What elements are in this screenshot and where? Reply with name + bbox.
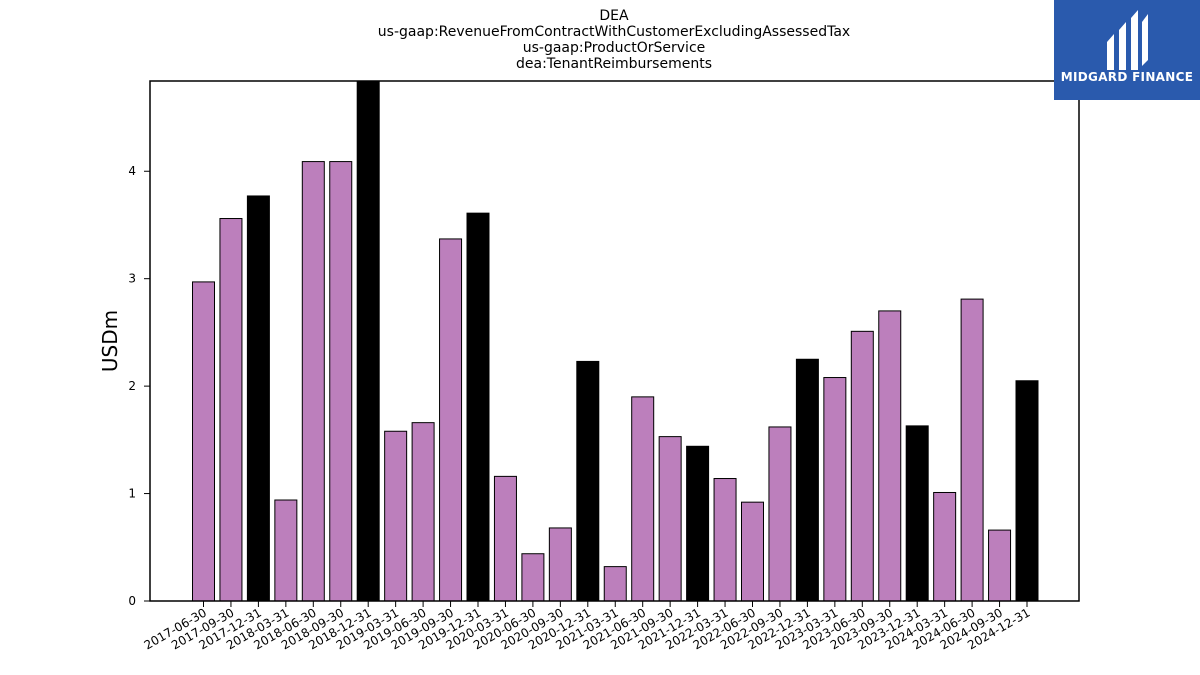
x-axis-ticks: 2017-06-302017-09-302017-12-312018-03-31… [142, 601, 1033, 652]
bar-2019-06-30 [411, 422, 435, 602]
bar-2022-12-31 [795, 358, 819, 602]
bar-2024-03-31 [933, 491, 957, 602]
bar-2024-09-30 [988, 529, 1012, 602]
bar-2024-12-31 [1015, 380, 1039, 602]
bar-2022-09-30 [768, 426, 792, 602]
bar-2021-09-30 [658, 436, 682, 602]
bar-2018-09-30 [329, 161, 353, 602]
bar-2021-06-30 [631, 396, 655, 602]
title-line-2: us-gaap:RevenueFromContractWithCustomerE… [378, 24, 850, 40]
bar-2023-12-31 [905, 425, 929, 602]
bar-2018-06-30 [301, 161, 325, 602]
bar-2024-06-30 [960, 298, 984, 602]
bar-2022-06-30 [741, 501, 764, 602]
bar-2023-03-31 [823, 377, 847, 602]
y-tick-label: 0 [128, 594, 136, 608]
y-axis-label: USDm [98, 310, 122, 372]
bar-2023-06-30 [850, 330, 874, 602]
bar-2021-12-31 [686, 445, 710, 602]
bars-group [192, 80, 1039, 602]
plot-frame [149, 80, 1080, 602]
logo: MIDGARD FINANCE [1054, 0, 1200, 100]
bar-2022-03-31 [713, 478, 737, 602]
bar-2019-03-31 [384, 430, 408, 602]
bar-2018-12-31 [356, 80, 380, 602]
title-line-3: us-gaap:ProductOrService [523, 40, 706, 56]
logo-mark-icon [1107, 10, 1148, 70]
bar-2019-12-31 [466, 212, 490, 602]
y-tick-label: 4 [128, 164, 136, 178]
bar-2023-09-30 [878, 310, 902, 602]
chart-title: DEA us-gaap:RevenueFromContractWithCusto… [378, 8, 850, 72]
bar-2021-03-31 [603, 566, 627, 602]
y-tick-label: 1 [128, 487, 136, 501]
logo-text: MIDGARD FINANCE [1061, 70, 1193, 84]
bar-2017-12-31 [246, 195, 270, 602]
bar-2020-03-31 [493, 475, 517, 602]
title-line-4: dea:TenantReimbursements [516, 56, 712, 72]
bar-2019-09-30 [439, 238, 463, 602]
y-axis-ticks: 0 1 2 3 4 [128, 164, 150, 608]
logo-background [1054, 0, 1200, 100]
bar-2017-06-30 [192, 281, 215, 602]
y-tick-label: 3 [128, 272, 136, 286]
bar-2018-03-31 [274, 499, 298, 602]
bar-2017-09-30 [219, 218, 243, 602]
bar-2020-12-31 [576, 360, 600, 602]
bar-2020-06-30 [521, 553, 545, 602]
y-tick-label: 2 [128, 379, 136, 393]
title-line-1: DEA [599, 8, 629, 24]
bar-2020-09-30 [548, 527, 572, 602]
